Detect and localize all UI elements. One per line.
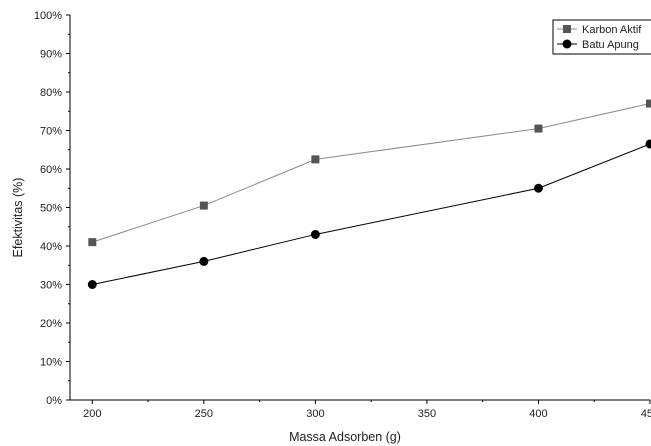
- data-point-karbon-aktif: [311, 155, 320, 164]
- y-tick-label: 60%: [40, 164, 62, 176]
- series-karbon-aktif: [88, 99, 651, 247]
- data-point-batu-apung: [533, 183, 543, 193]
- data-point-karbon-aktif: [646, 99, 651, 108]
- y-tick-label: 80%: [40, 87, 62, 99]
- x-tick-label: 250: [195, 408, 213, 420]
- series-batu-apung: [87, 139, 651, 289]
- x-tick-label: 350: [418, 408, 436, 420]
- data-point-batu-apung: [87, 280, 97, 289]
- x-tick-label: 450: [641, 408, 651, 420]
- legend-marker-batu-apung: [562, 39, 572, 49]
- x-tick-label: 400: [529, 408, 547, 420]
- legend-label-karbon-aktif: Karbon Aktif: [582, 24, 642, 36]
- y-tick-label: 30%: [40, 280, 62, 292]
- y-tick-label: 90%: [40, 49, 62, 61]
- data-point-karbon-aktif: [88, 238, 97, 247]
- y-tick-label: 100%: [34, 10, 62, 22]
- data-point-batu-apung: [310, 229, 320, 239]
- x-tick-label: 200: [83, 408, 101, 420]
- data-point-batu-apung: [645, 139, 651, 149]
- y-axis-title: Efektivitas (%): [11, 178, 25, 258]
- series-line-karbon-aktif: [92, 103, 651, 243]
- x-tick-label: 300: [306, 408, 324, 420]
- legend-marker-karbon-aktif: [563, 25, 571, 33]
- data-point-karbon-aktif: [199, 201, 208, 210]
- y-tick-label: 10%: [40, 357, 62, 369]
- legend-box: [552, 19, 651, 55]
- y-tick-label: 70%: [40, 126, 62, 138]
- axes: 0% 10% 20% 30% 40% 50% 60% 70% 80% 90% 100% 200 250 3…: [34, 10, 651, 420]
- x-axis-title: Massa Adsorben (g): [289, 430, 401, 444]
- data-point-batu-apung: [199, 256, 209, 266]
- y-tick-label: 0%: [46, 395, 62, 407]
- y-tick-label: 50%: [40, 203, 62, 215]
- series-layer: [87, 99, 651, 289]
- y-tick-label: 40%: [40, 241, 62, 253]
- data-point-karbon-aktif: [534, 124, 543, 133]
- y-tick-label: 20%: [40, 318, 62, 330]
- legend: Karbon Aktif Batu Apung: [552, 19, 651, 55]
- legend-label-batu-apung: Batu Apung: [582, 39, 639, 51]
